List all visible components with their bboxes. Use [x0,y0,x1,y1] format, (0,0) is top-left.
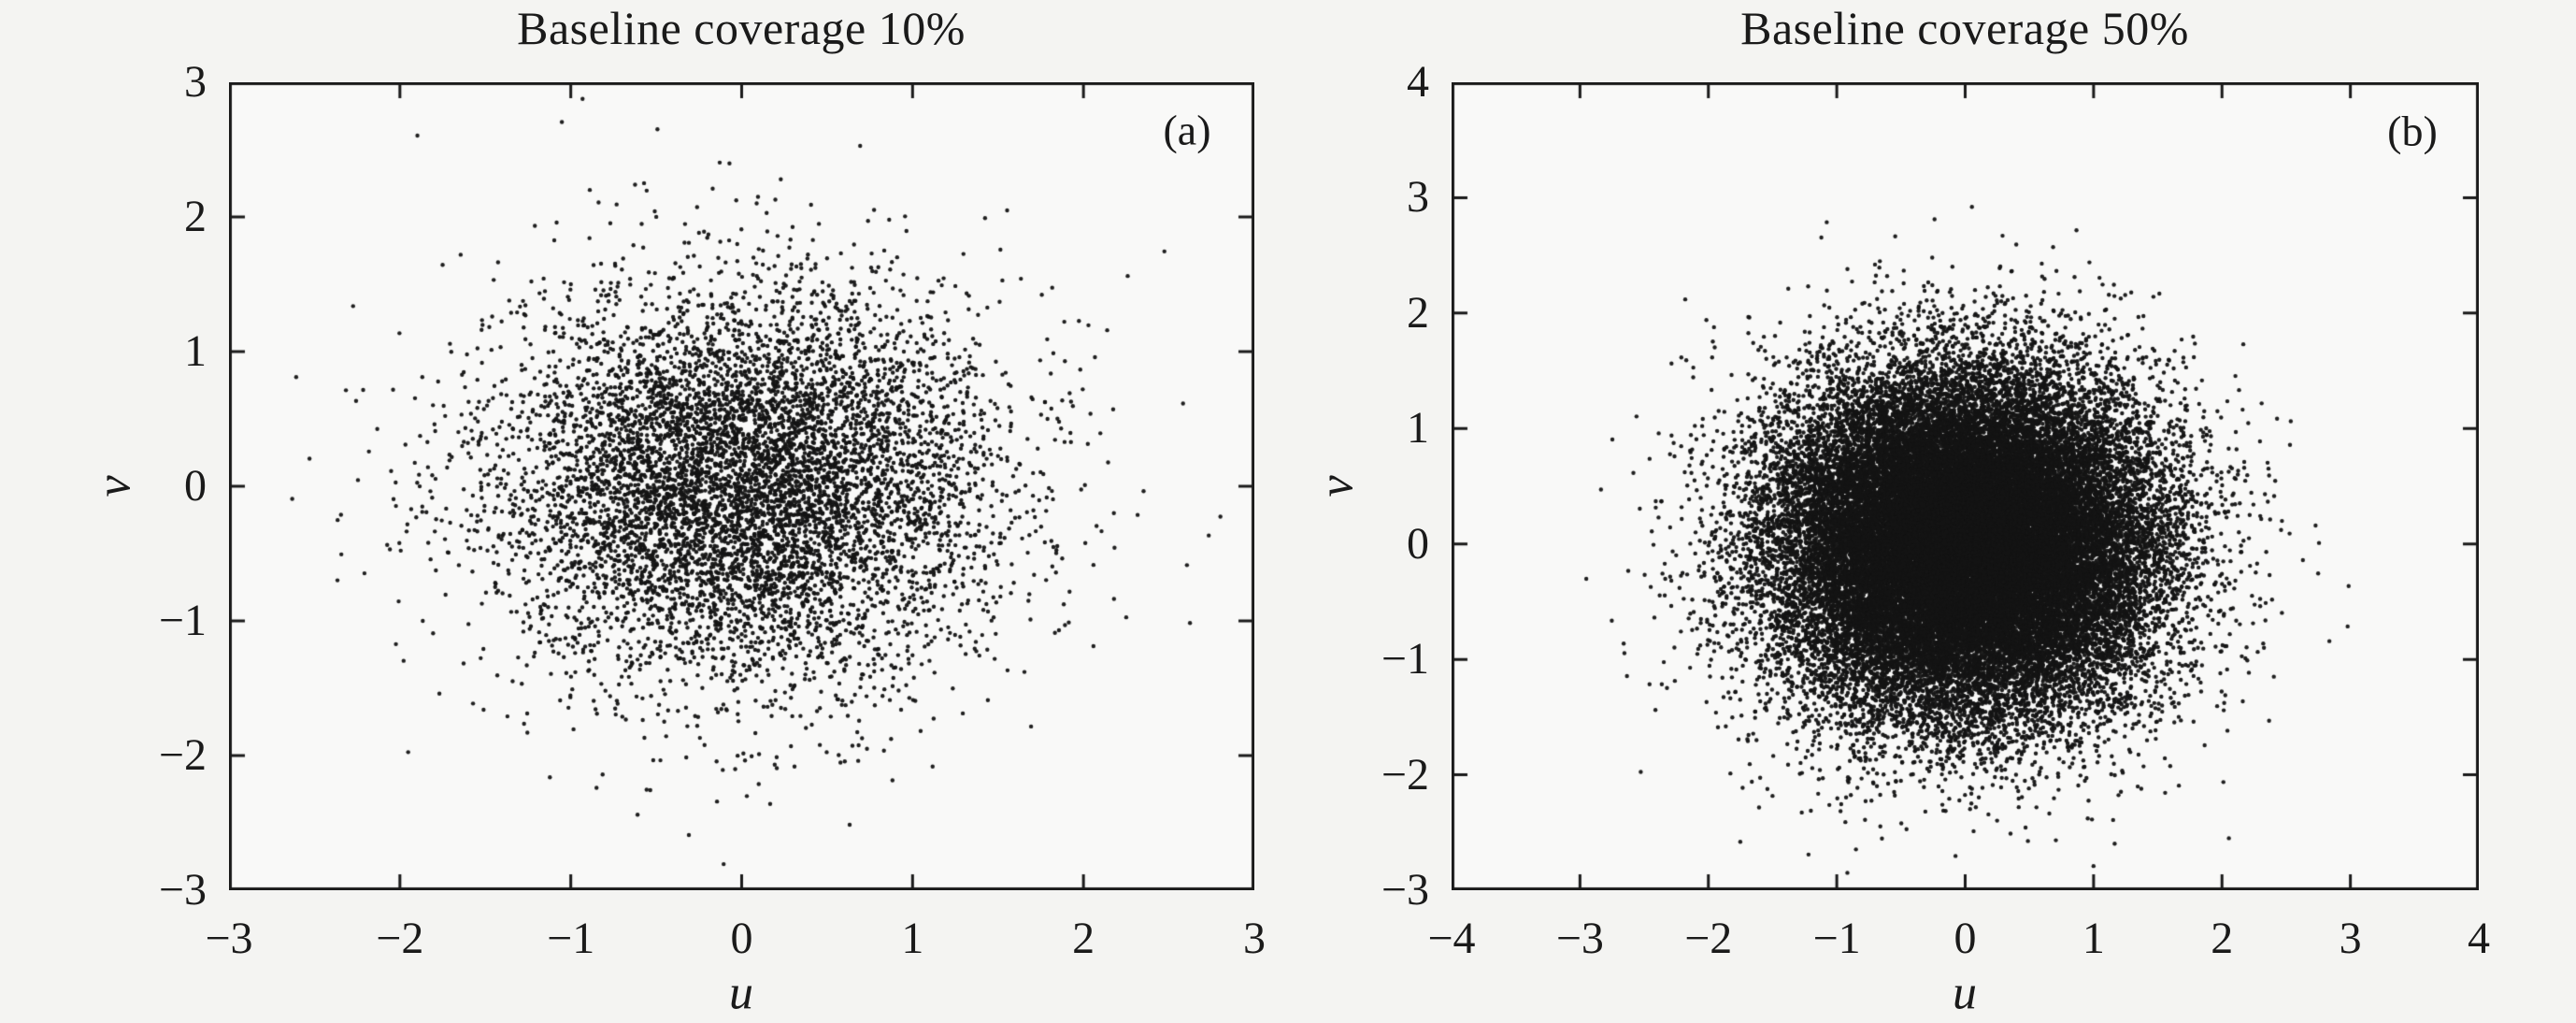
x-tick-label: −4 [1427,914,1476,963]
y-tick-label: 0 [184,461,207,511]
plot-b-y-axis-label: v [1309,475,1364,497]
y-tick-label: −3 [158,865,207,915]
plot-b-scatter-canvas [1452,82,2479,890]
plot-a-title: Baseline coverage 10% [517,2,966,54]
y-tick-label: 1 [1407,403,1429,454]
y-tick-label: −3 [1381,865,1429,915]
x-tick-label: −2 [376,914,424,963]
y-tick-label: −1 [158,596,207,645]
x-tick-label: −3 [1555,914,1604,963]
y-tick-label: 2 [184,192,207,241]
x-tick-label: 0 [730,914,753,963]
y-tick-label: 3 [1407,172,1429,223]
plot-b-title: Baseline coverage 50% [1740,2,2189,54]
x-tick-label: 0 [1953,914,1977,963]
y-tick-label: 2 [1407,287,1429,338]
y-tick-label: −2 [158,730,207,780]
x-tick-label: 1 [901,914,924,963]
y-tick-label: −1 [1381,634,1429,684]
plot-b-x-axis-label: u [1953,966,1977,1020]
y-tick-label: 1 [184,326,207,376]
x-tick-label: −1 [547,914,595,963]
plot-a-x-axis-label: u [729,966,753,1020]
x-tick-label: 1 [2082,914,2105,963]
y-tick-label: 0 [1407,518,1429,569]
x-tick-label: −2 [1684,914,1733,963]
plot-a-scatter-canvas [229,82,1254,890]
x-tick-label: 4 [2468,914,2490,963]
y-tick-label: 4 [1407,57,1429,107]
plot-a-panel-label: (a) [1163,106,1211,154]
x-tick-label: −1 [1812,914,1861,963]
x-tick-label: −3 [205,914,253,963]
plot-b-panel-label: (b) [2387,107,2438,155]
y-tick-label: −2 [1381,749,1429,800]
x-tick-label: 3 [2339,914,2362,963]
y-tick-label: 3 [184,57,207,107]
x-tick-label: 3 [1243,914,1266,963]
x-tick-label: 2 [1072,914,1095,963]
x-tick-label: 2 [2211,914,2234,963]
